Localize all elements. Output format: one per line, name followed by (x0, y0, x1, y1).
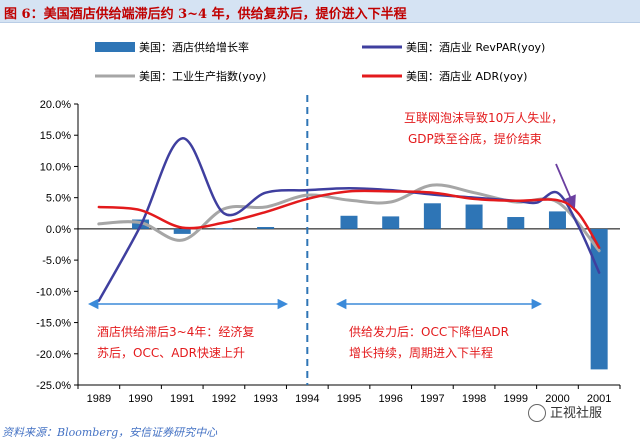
bar-series-supply (132, 203, 608, 370)
y-tick-label: -15.0% (36, 318, 71, 330)
y-tick-label: 0.0% (46, 224, 71, 236)
x-tick-label: 1991 (170, 393, 194, 405)
y-tick-label: 20.0% (40, 99, 71, 111)
annotation-left-line1: 酒店供给滞后3~4年：经济复 (97, 324, 254, 339)
x-tick-label: 1994 (295, 393, 319, 405)
watermark-text: 正视社服 (550, 406, 603, 421)
annotation-mid-line1: 供给发力后：OCC下降但ADR (349, 324, 509, 339)
line-adr (97, 189, 601, 249)
legend-label-industrial: 美国：工业生产指数(yoy) (139, 69, 266, 83)
x-tick-label: 1993 (253, 393, 277, 405)
watermark: 正视社服 (528, 402, 602, 423)
x-tick-label: 2001 (587, 393, 611, 405)
y-tick-label: 10.0% (40, 161, 71, 173)
bar-1997 (423, 203, 441, 229)
annotation-left-line2: 苏后，OCC、ADR快速上升 (97, 346, 245, 360)
axes-layer: -25.0% -20.0% -15.0% -10.0% -5.0% 0.0% 5.0% 10.… (36, 95, 621, 405)
y-tick-label: 5.0% (46, 193, 71, 205)
x-tick-label: 1996 (378, 393, 402, 405)
figure-header-bar: 图 6：美国酒店供给端滞后约 3~4 年，供给复苏后，提价进入下半程 (0, 0, 640, 23)
bar-1991 (173, 228, 191, 234)
y-tick-label: -5.0% (42, 255, 71, 267)
line-revpar (97, 137, 601, 302)
y-tick-label: 15.0% (40, 130, 71, 142)
x-tick-label: 1990 (128, 393, 152, 405)
annotation-top-right-line2: GDP跌至谷底，提价结束 (408, 131, 542, 146)
annotation-mid-line2: 增长持续，周期进入下半程 (349, 345, 493, 360)
legend-swatch-supply (95, 42, 135, 52)
annotation-top-right-line1: 互联网泡沫导致10万人失业， (404, 110, 563, 125)
x-tick-label: 1998 (462, 393, 486, 405)
y-tick-label: -10.0% (36, 286, 71, 298)
bar-1995 (340, 215, 358, 229)
x-tick-label: 1989 (87, 393, 111, 405)
legend: 美国：酒店供给增长率 美国：酒店业 RevPAR(yoy) 美国：工业生产指数(yo… (95, 40, 545, 83)
x-tick-label: 2000 (545, 393, 569, 405)
wechat-icon (528, 403, 546, 422)
figure-title: 图 6：美国酒店供给端滞后约 3~4 年，供给复苏后，提价进入下半程 (4, 7, 407, 22)
legend-label-supply: 美国：酒店供给增长率 (139, 40, 249, 54)
bar-1999 (507, 217, 525, 229)
x-tick-label: 1995 (337, 393, 361, 405)
bar-1992 (215, 228, 233, 230)
line-series-layer (97, 137, 601, 302)
x-tick-label: 1992 (212, 393, 236, 405)
y-tick-label: -20.0% (36, 349, 71, 361)
source-note: 资料来源：Bloomberg，安信证券研究中心 (2, 426, 218, 439)
x-tick-label: 1999 (504, 393, 528, 405)
bar-1993 (257, 227, 275, 229)
bar-1996 (382, 216, 400, 229)
annotation-arrow-2001 (555, 163, 576, 209)
bar-2000 (548, 211, 566, 229)
y-tick-label: -25.0% (36, 380, 71, 392)
legend-label-adr: 美国：酒店业 ADR(yoy) (406, 69, 527, 83)
bar-1998 (465, 204, 483, 229)
x-tick-label: 1997 (420, 393, 444, 405)
legend-label-revpar: 美国：酒店业 RevPAR(yoy) (406, 40, 545, 54)
